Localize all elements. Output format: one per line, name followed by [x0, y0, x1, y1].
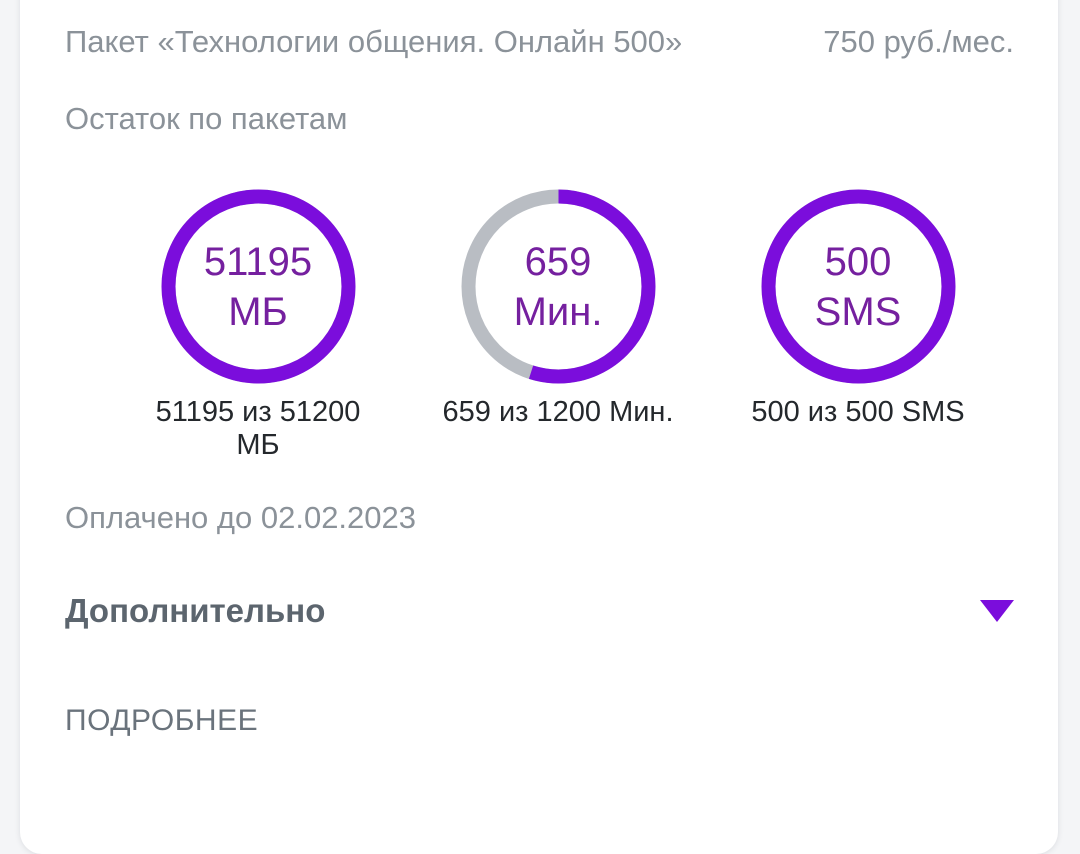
minutes-ring-svg [461, 189, 655, 384]
sms-value: 500 [824, 239, 892, 284]
sms-unit: SMS [814, 289, 902, 334]
chevron-down-icon[interactable] [980, 600, 1014, 622]
internet-remaining: 51195 МБ [161, 189, 356, 384]
sms-ring-svg [761, 189, 955, 384]
minutes-unit: Мин. [513, 289, 603, 334]
package-minutes: 659 Мин. 659 из 1200 Мин. [408, 189, 708, 462]
internet-unit: МБ [228, 289, 288, 334]
internet-usage-ring: 51195 МБ [161, 189, 356, 384]
package-price: 750 руб./мес. [823, 24, 1014, 59]
sms-remaining: 500 SMS [761, 189, 956, 384]
package-title: Пакет «Технологии общения. Онлайн 500» [65, 24, 683, 59]
ring-progress [161, 189, 355, 384]
internet-value: 51195 [203, 239, 313, 284]
additional-label: Дополнительно [65, 592, 326, 629]
paid-until-label: Оплачено до 02.02.2023 [65, 500, 417, 535]
sms-usage-ring: 500 SMS [761, 189, 956, 384]
minutes-value: 659 [524, 239, 592, 284]
usage-rings-row: 51195 МБ 51195 из 51200 МБ 659 [108, 189, 1008, 462]
internet-ring-svg [161, 189, 355, 384]
minutes-caption: 659 из 1200 Мин. [442, 396, 674, 428]
details-button[interactable]: ПОДРОБНЕЕ [65, 704, 259, 737]
package-card: Пакет «Технологии общения. Онлайн 500» 7… [20, 0, 1058, 854]
package-internet: 51195 МБ 51195 из 51200 МБ [108, 189, 408, 462]
package-header: Пакет «Технологии общения. Онлайн 500» 7… [65, 24, 1014, 60]
minutes-remaining: 659 Мин. [461, 189, 656, 384]
internet-caption: 51195 из 51200 МБ [155, 396, 361, 461]
minutes-usage-ring: 659 Мин. [461, 189, 656, 384]
sms-caption: 500 из 500 SMS [751, 396, 965, 428]
package-sms: 500 SMS 500 из 500 SMS [708, 189, 1008, 462]
package-card-content: Пакет «Технологии общения. Онлайн 500» 7… [20, 0, 1058, 812]
ring-progress [461, 189, 655, 384]
ring-progress [761, 189, 955, 384]
remainders-section-title: Остаток по пакетам [65, 101, 348, 136]
additional-expander[interactable]: Дополнительно [65, 592, 1014, 630]
